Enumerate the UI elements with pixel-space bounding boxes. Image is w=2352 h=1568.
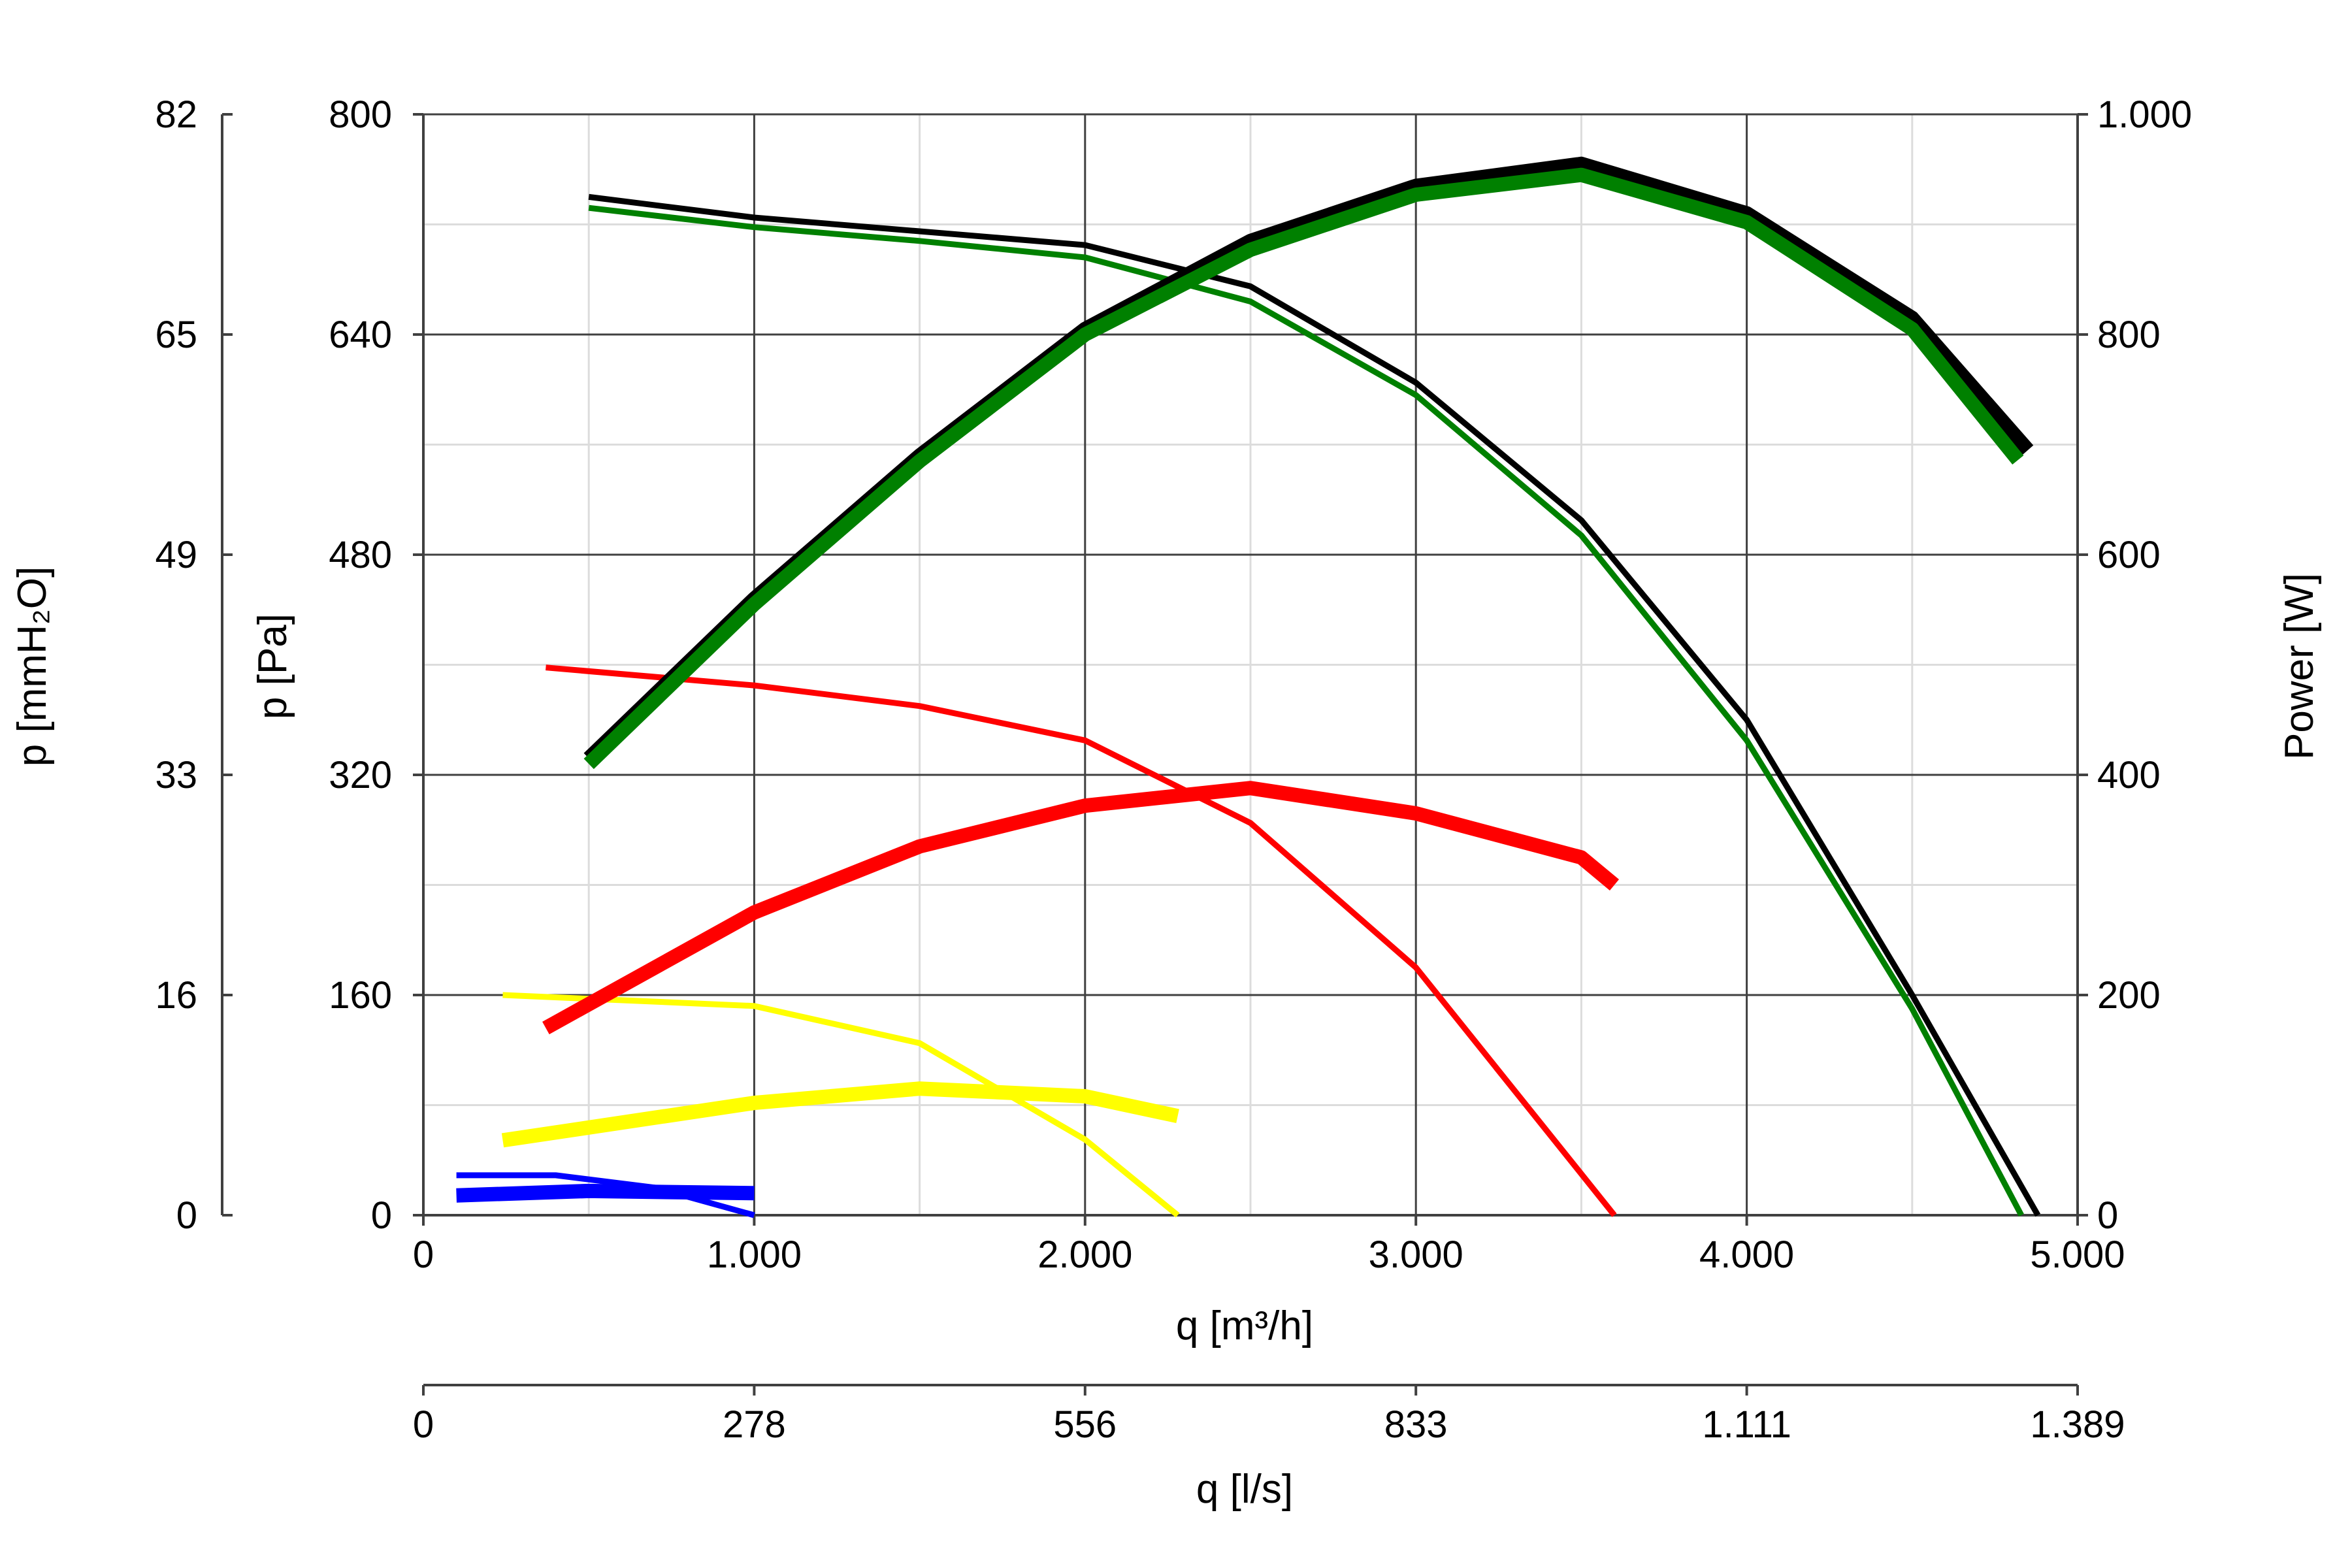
y-tick-label-power: 1.000 <box>2097 93 2192 136</box>
y-tick-label-pa: 320 <box>329 754 392 796</box>
pressure-curve-0 <box>588 193 2041 1217</box>
y-tick-label-power: 600 <box>2097 534 2161 576</box>
pressure-curve-3 <box>502 992 1180 1218</box>
x-tick-label-m3h: 1.000 <box>707 1233 802 1276</box>
x-tick-label-m3h: 2.000 <box>1037 1233 1132 1276</box>
y-axis-label-pa: p [Pa] <box>250 613 295 719</box>
x-tick-label-ls: 1.111 <box>1702 1403 1791 1446</box>
tick-labels: 001.0002782.0005563.0008334.0001.1115.00… <box>155 93 2192 1446</box>
x-tick-label-ls: 0 <box>413 1403 434 1446</box>
power-curve-9 <box>456 1183 755 1203</box>
x-tick-label-ls: 556 <box>1053 1403 1117 1446</box>
y-axis-label-power: Power [W] <box>2277 573 2322 760</box>
pressure-curve-4 <box>456 1172 755 1218</box>
y-tick-label-pa: 0 <box>371 1194 392 1237</box>
x-tick-label-m3h: 0 <box>413 1233 434 1276</box>
power-curve-5 <box>583 156 2034 764</box>
x-tick-label-ls: 278 <box>723 1403 786 1446</box>
y-tick-label-mmh2o: 49 <box>155 534 197 576</box>
x-tick-label-m3h: 3.000 <box>1369 1233 1463 1276</box>
x-tick-label-m3h: 5.000 <box>2030 1233 2125 1276</box>
y-tick-label-mmh2o: 33 <box>155 754 197 796</box>
y-tick-label-power: 200 <box>2097 974 2161 1017</box>
x-axis-label-ls: q [l/s] <box>1196 1467 1293 1512</box>
y-tick-label-power: 800 <box>2097 314 2161 356</box>
power-curve-8 <box>501 1081 1179 1148</box>
pressure-curve-2 <box>546 664 1617 1217</box>
x-tick-label-ls: 1.389 <box>2030 1403 2125 1446</box>
y-tick-label-mmh2o: 82 <box>155 93 197 136</box>
y-tick-label-pa: 640 <box>329 314 392 356</box>
y-tick-label-mmh2o: 16 <box>155 974 197 1017</box>
y-tick-label-power: 0 <box>2097 1194 2118 1237</box>
pressure-curve-1 <box>588 204 2024 1217</box>
y-axis-label-mmh2o: p [mmH₂O] <box>10 566 55 767</box>
curves <box>456 156 2041 1218</box>
y-tick-label-power: 400 <box>2097 754 2161 796</box>
x-tick-label-ls: 833 <box>1384 1403 1448 1446</box>
x-axis-label-m3h: q [m³/h] <box>1176 1303 1313 1348</box>
y-tick-label-pa: 160 <box>329 974 392 1017</box>
y-tick-label-pa: 480 <box>329 534 392 576</box>
power-curve-6 <box>583 167 2024 770</box>
y-tick-label-mmh2o: 0 <box>176 1194 197 1237</box>
x-tick-label-m3h: 4.000 <box>1699 1233 1794 1276</box>
y-tick-label-mmh2o: 65 <box>155 314 197 356</box>
axes <box>221 113 2088 1396</box>
power-curve-7 <box>542 781 1620 1035</box>
y-tick-label-pa: 800 <box>329 93 392 136</box>
